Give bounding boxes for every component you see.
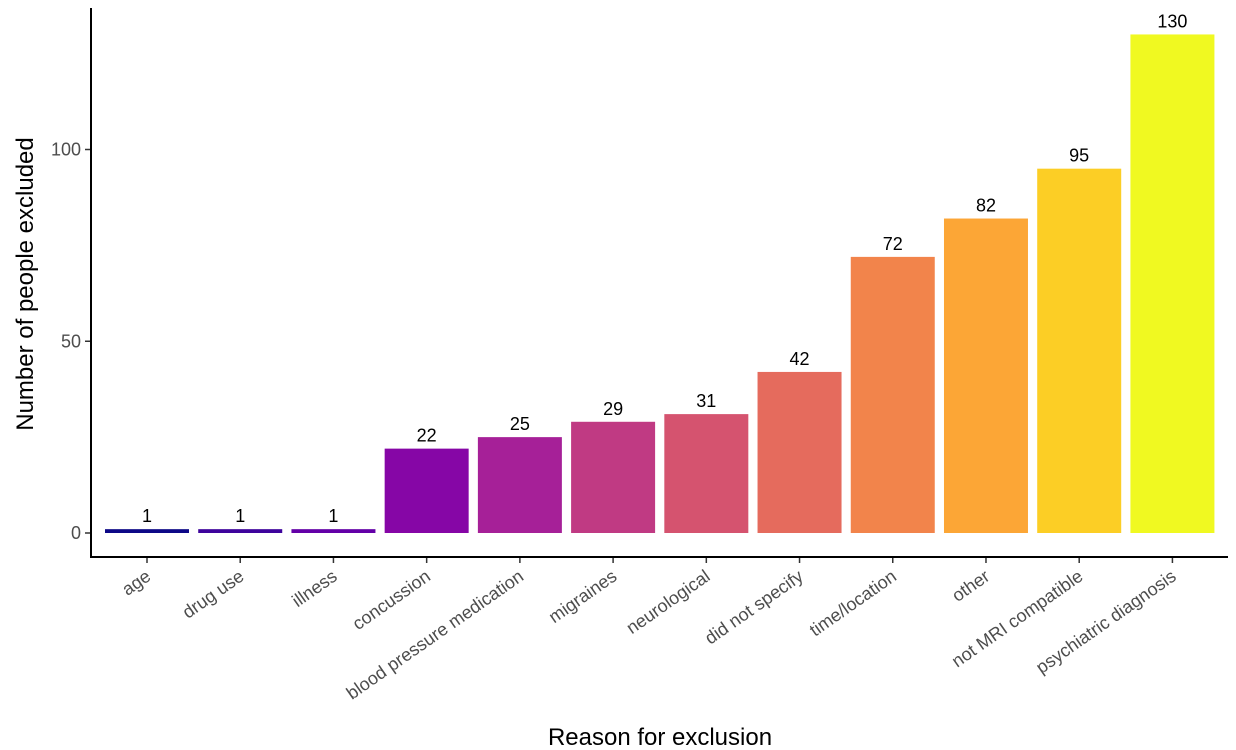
x-tick-label: other: [948, 566, 993, 606]
x-tick-label: migraines: [545, 566, 620, 627]
bar-value-label: 1: [328, 506, 338, 526]
bar: [571, 421, 656, 533]
x-tick-label: drug use: [179, 566, 248, 623]
x-tick-label: time/location: [806, 566, 900, 640]
bar: [291, 529, 376, 533]
bar-value-label: 1: [235, 506, 245, 526]
bar: [664, 414, 749, 533]
value-labels-group: 1 1 1 22 25 29 31 42 72 82 95 130: [142, 11, 1187, 526]
bar: [943, 218, 1028, 533]
bar: [105, 529, 189, 533]
x-tick-label: blood pressure medication: [343, 566, 527, 703]
bar: [1037, 168, 1122, 534]
bar-value-label: 25: [510, 414, 530, 434]
bar-value-label: 29: [603, 399, 623, 419]
y-tick-label: 100: [51, 140, 81, 160]
x-axis-title: Reason for exclusion: [548, 724, 772, 750]
bar-value-label: 42: [790, 349, 810, 369]
bar: [757, 371, 842, 533]
bar-value-label: 72: [883, 234, 903, 254]
x-tick-label: illness: [288, 566, 340, 611]
y-axis-title: Number of people excluded: [12, 137, 39, 431]
bar-value-label: 31: [696, 391, 716, 411]
y-tick-label: 0: [71, 523, 81, 543]
x-tick-label: did not specify: [701, 566, 807, 648]
bar: [1130, 34, 1215, 533]
bar-value-label: 95: [1069, 146, 1089, 166]
bars-group: [105, 34, 1215, 534]
bar: [850, 256, 935, 533]
bar: [477, 437, 562, 533]
x-tick-label: concussion: [349, 566, 434, 634]
y-axis-ticks: 0 50 100: [51, 140, 91, 543]
bar-value-label: 22: [417, 426, 437, 446]
x-tick-label: neurological: [623, 566, 714, 638]
bar-value-label: 130: [1157, 11, 1187, 31]
bar: [384, 448, 469, 533]
bar: [198, 529, 283, 533]
y-tick-label: 50: [61, 331, 81, 351]
bar-value-label: 82: [976, 196, 996, 216]
bar-value-label: 1: [142, 506, 152, 526]
x-tick-label: age: [118, 566, 154, 600]
